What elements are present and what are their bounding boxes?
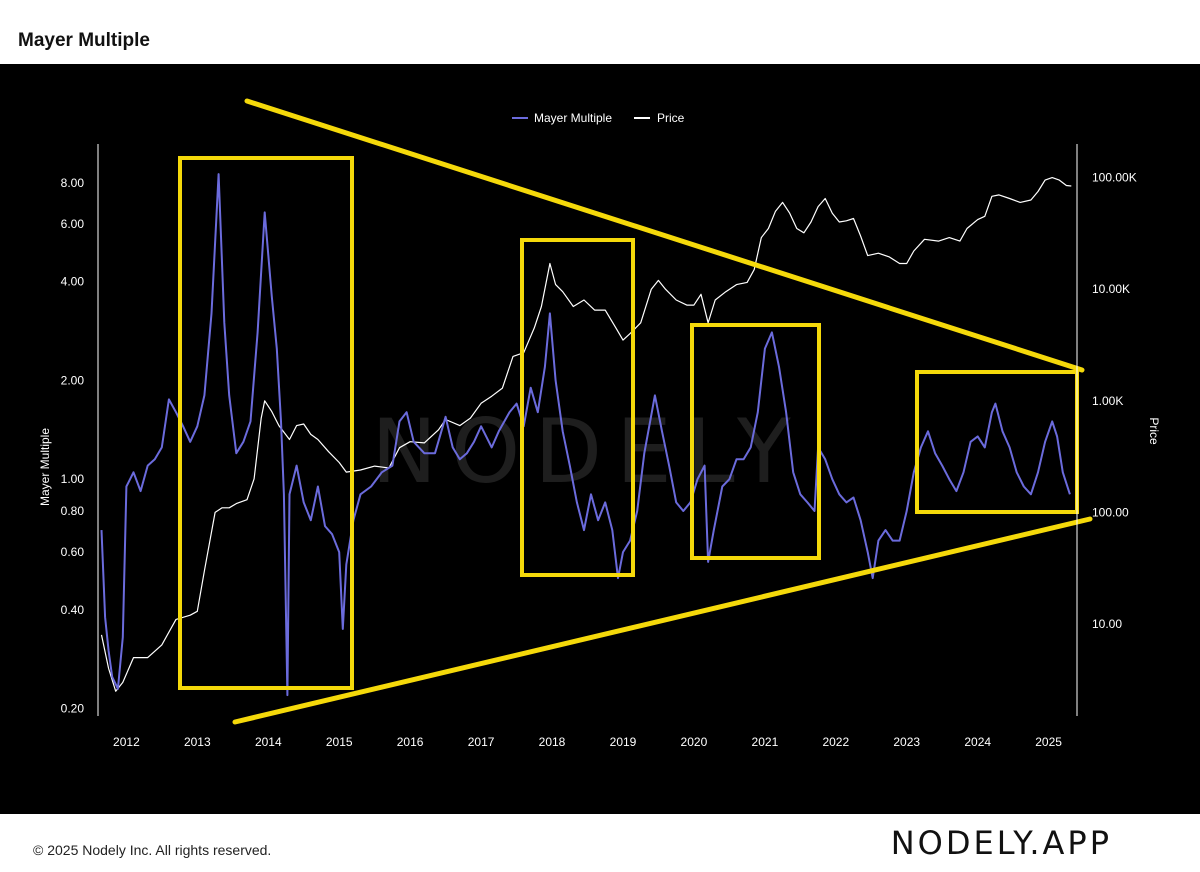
legend: Mayer Multiple Price bbox=[512, 111, 685, 125]
chart: NODELY Mayer Multiple Price Mayer Multip… bbox=[0, 64, 1200, 814]
y-right-tick-label: 10.00 bbox=[1092, 617, 1122, 631]
y-left-tick-label: 4.00 bbox=[61, 275, 85, 289]
y-left-tick-label: 1.00 bbox=[61, 472, 85, 486]
x-tick-label: 2021 bbox=[752, 735, 779, 749]
tick-labels: 2012 2013 2014 2015 2016 2017 2018 2019 2020 2021… bbox=[61, 171, 1137, 749]
y-left-tick-label: 0.60 bbox=[61, 545, 85, 559]
x-tick-label: 2016 bbox=[397, 735, 424, 749]
x-tick-label: 2025 bbox=[1035, 735, 1062, 749]
x-tick-label: 2017 bbox=[468, 735, 495, 749]
x-tick-label: 2023 bbox=[893, 735, 920, 749]
x-tick-label: 2015 bbox=[326, 735, 353, 749]
watermark: NODELY bbox=[371, 400, 805, 503]
x-tick-label: 2018 bbox=[539, 735, 566, 749]
y-right-tick-label: 1.00K bbox=[1092, 394, 1123, 408]
axes: Mayer Multiple Price bbox=[38, 144, 1161, 716]
y-right-tick-label: 100.00 bbox=[1092, 505, 1129, 519]
legend-mayer-label: Mayer Multiple bbox=[534, 111, 612, 125]
annotation-upper-trendline bbox=[244, 98, 1085, 373]
annotation-box-2017-2019 bbox=[520, 238, 635, 577]
y-right-tick-label: 10.00K bbox=[1092, 282, 1130, 296]
x-tick-label: 2022 bbox=[822, 735, 849, 749]
series-mayer-multiple-line bbox=[100, 173, 1071, 697]
header: Mayer Multiple bbox=[0, 0, 1200, 64]
footer: © 2025 Nodely Inc. All rights reserved. … bbox=[0, 814, 1200, 872]
y-axis-right-label: Price bbox=[1147, 417, 1161, 445]
x-tick-label: 2019 bbox=[610, 735, 637, 749]
y-axis-left-label: Mayer Multiple bbox=[38, 428, 52, 506]
x-tick-label: 2024 bbox=[964, 735, 991, 749]
annotation-box-2020-2021 bbox=[690, 323, 821, 560]
x-tick-label: 2012 bbox=[113, 735, 140, 749]
x-tick-label: 2014 bbox=[255, 735, 282, 749]
legend-price-label: Price bbox=[657, 111, 685, 125]
copyright-text: © 2025 Nodely Inc. All rights reserved. bbox=[33, 842, 272, 858]
x-tick-label: 2013 bbox=[184, 735, 211, 749]
y-left-tick-label: 8.00 bbox=[61, 176, 85, 190]
brand-logo: NODELY.APP bbox=[890, 824, 1112, 862]
y-left-tick-label: 0.80 bbox=[61, 504, 85, 518]
y-left-tick-label: 2.00 bbox=[61, 373, 85, 387]
annotation-lower-trendline bbox=[232, 516, 1093, 725]
y-right-tick-label: 100.00K bbox=[1092, 171, 1137, 185]
plot-area bbox=[100, 173, 1072, 697]
annotation-box-2013-2015 bbox=[178, 156, 354, 690]
annotations bbox=[178, 98, 1093, 725]
y-left-tick-label: 0.20 bbox=[61, 702, 85, 716]
page-title: Mayer Multiple bbox=[18, 30, 150, 51]
series-price-line bbox=[100, 177, 1072, 692]
y-left-tick-label: 0.40 bbox=[61, 603, 85, 617]
x-tick-label: 2020 bbox=[681, 735, 708, 749]
y-left-tick-label: 6.00 bbox=[61, 217, 85, 231]
